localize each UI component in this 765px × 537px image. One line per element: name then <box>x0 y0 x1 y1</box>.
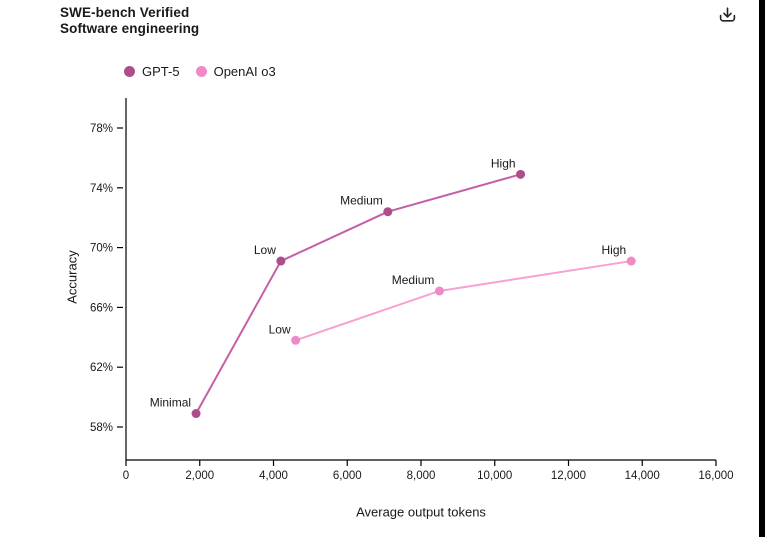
y-tick-label: 74% <box>90 183 113 195</box>
page-title: SWE-bench Verified Software engineering <box>60 5 199 37</box>
legend-label-o3: OpenAI o3 <box>213 64 276 79</box>
legend-label-gpt5: GPT-5 <box>142 64 180 79</box>
y-tick-label: 58% <box>90 422 113 434</box>
x-tick-label: 4,000 <box>259 470 288 482</box>
data-point-gpt-5-high[interactable] <box>516 169 526 179</box>
download-icon <box>718 6 737 24</box>
data-point-gpt-5-low[interactable] <box>276 256 286 266</box>
download-button[interactable] <box>709 1 745 29</box>
x-tick-label: 16,000 <box>698 470 733 482</box>
series-line-gpt-5 <box>195 173 521 415</box>
window-right-border <box>759 0 765 537</box>
data-point-label: High <box>602 243 627 257</box>
y-tick-label: 70% <box>90 243 113 255</box>
legend-dot-o3 <box>195 66 207 77</box>
chart-legend: GPT-5 OpenAI o3 <box>124 64 276 79</box>
data-point-gpt-5-minimal[interactable] <box>191 409 201 419</box>
x-tick-label: 14,000 <box>625 470 660 482</box>
x-tick-label: 2,000 <box>185 470 214 482</box>
y-tick-label: 78% <box>90 123 113 135</box>
data-point-label: Medium <box>392 273 435 287</box>
series-line-openai-o3 <box>295 260 632 342</box>
x-tick-label: 12,000 <box>551 470 586 482</box>
data-point-label: High <box>491 156 516 170</box>
legend-dot-gpt5 <box>124 66 135 77</box>
data-point-label: Low <box>269 322 291 336</box>
legend-item-o3[interactable]: OpenAI o3 <box>195 64 276 79</box>
data-point-openai-o3-medium[interactable] <box>434 286 444 296</box>
data-point-openai-o3-high[interactable] <box>626 256 636 266</box>
y-tick-label: 62% <box>90 362 113 374</box>
chart-subtitle: Software engineering <box>60 21 200 36</box>
data-point-label: Minimal <box>150 396 191 410</box>
data-point-gpt-5-medium[interactable] <box>383 207 393 217</box>
data-point-label: Low <box>254 243 276 257</box>
x-tick-label: 6,000 <box>333 470 362 482</box>
x-tick-label: 10,000 <box>477 470 512 482</box>
x-tick-label: 8,000 <box>407 470 436 482</box>
data-point-label: Medium <box>340 194 383 208</box>
legend-item-gpt5[interactable]: GPT-5 <box>124 64 180 79</box>
x-tick-label: 0 <box>123 470 129 482</box>
x-axis-title: Average output tokens <box>356 504 486 520</box>
y-tick-label: 66% <box>90 302 113 314</box>
data-point-openai-o3-low[interactable] <box>291 335 301 345</box>
chart-title: SWE-bench Verified <box>60 5 190 20</box>
